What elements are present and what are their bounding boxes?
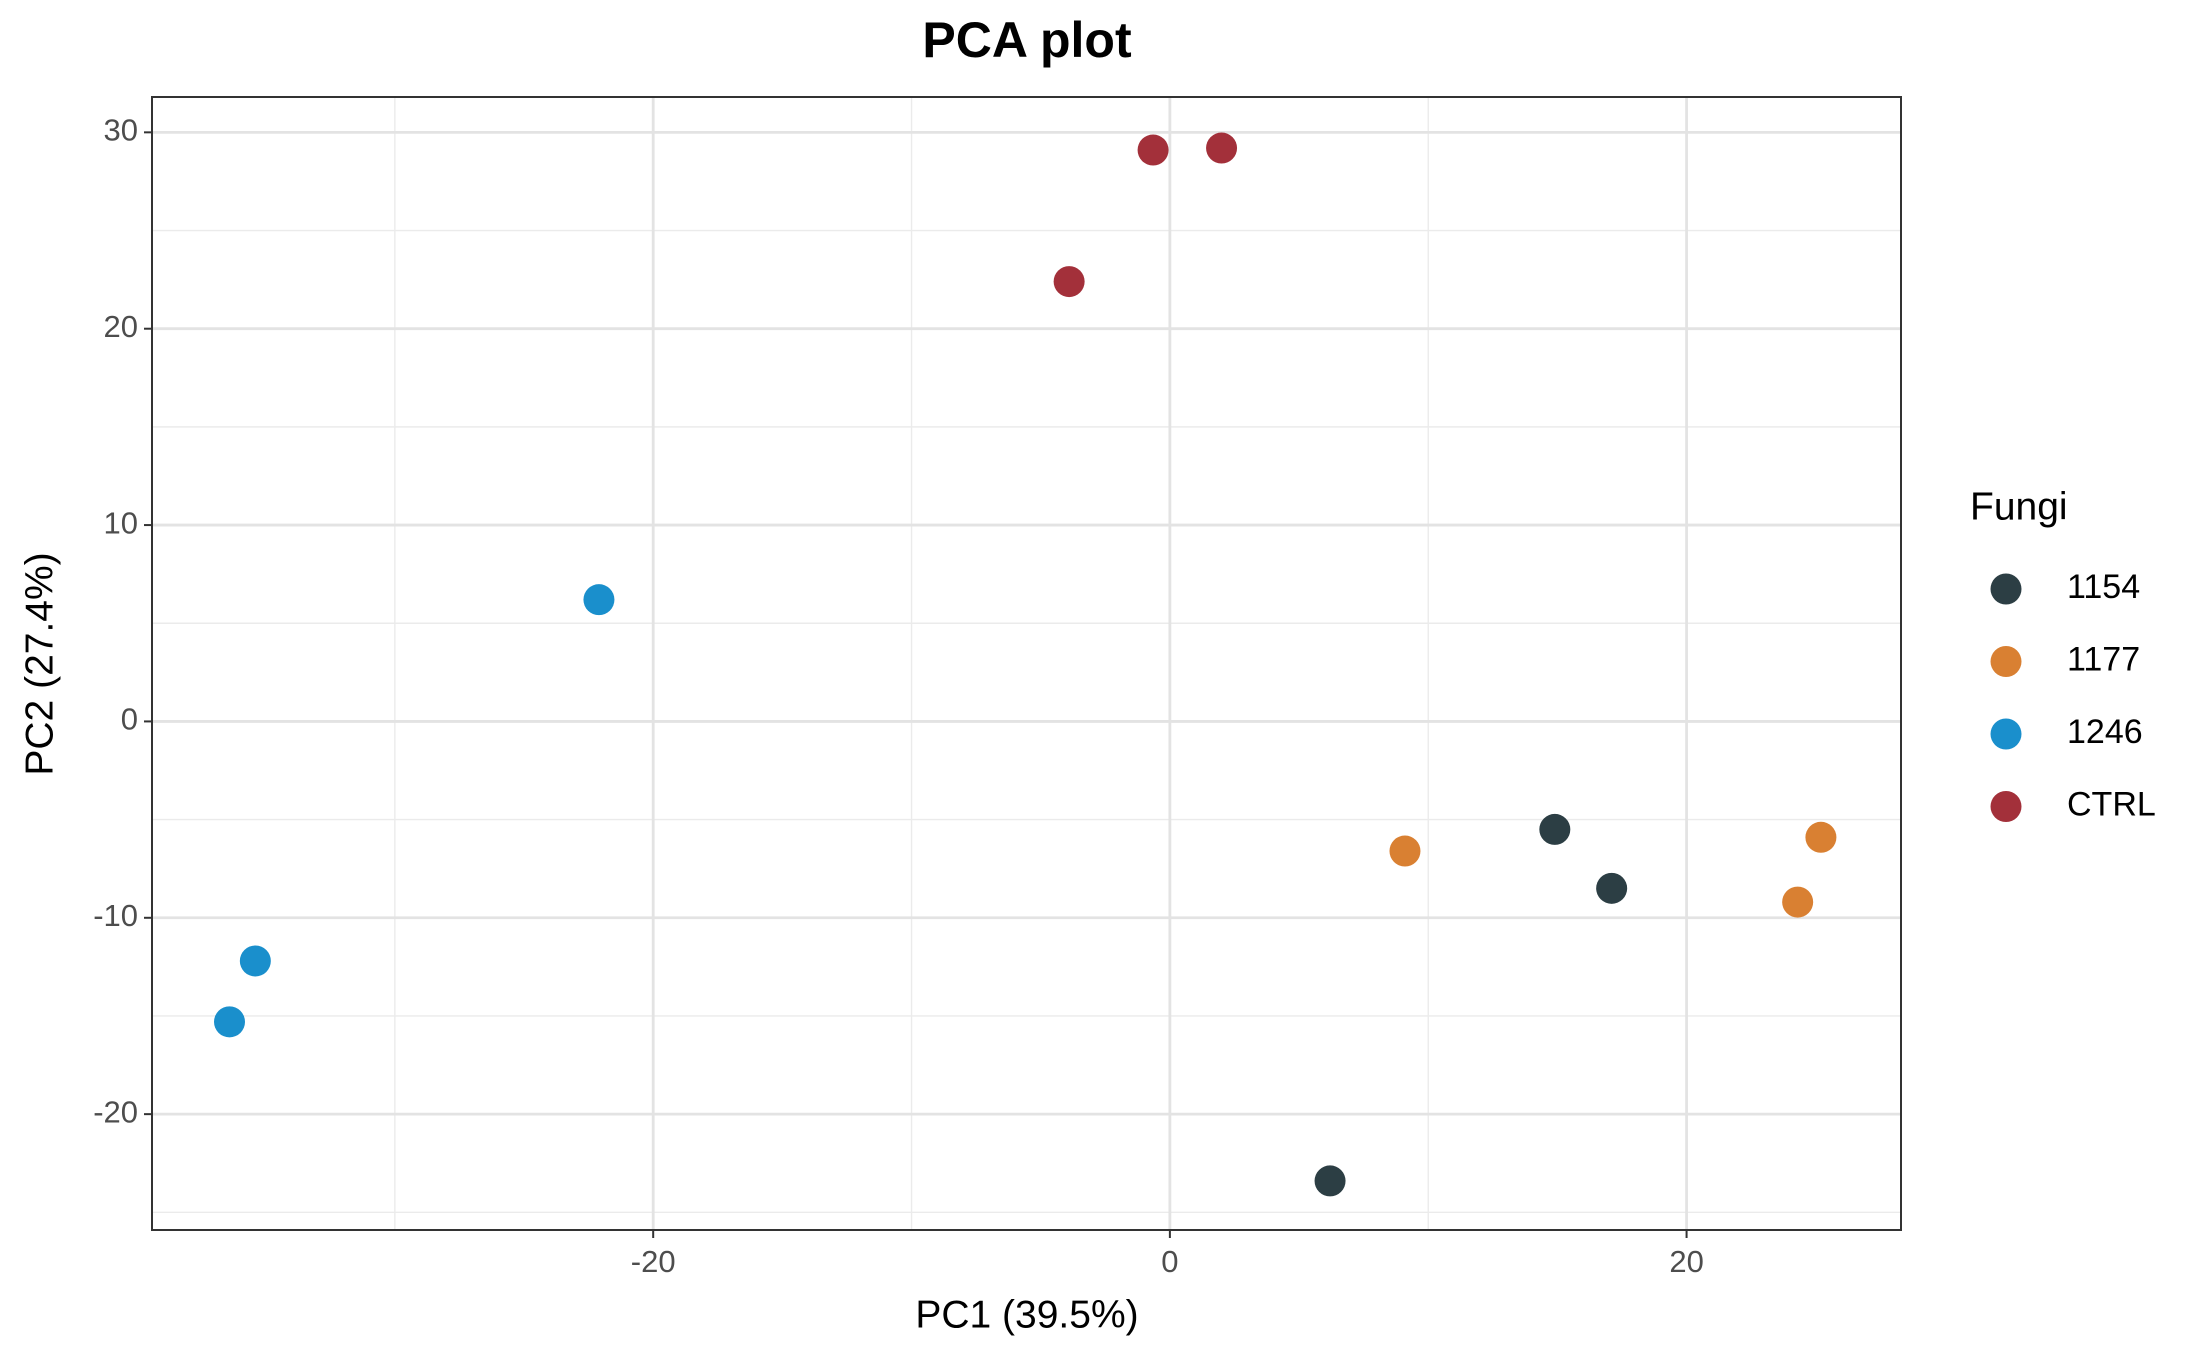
point [1389,835,1421,867]
y-tick-label: 20 [104,309,138,344]
x-tick-label: 20 [1669,1244,1703,1279]
y-tick-label: 0 [121,702,138,737]
x-tick-label: 0 [1161,1244,1178,1279]
legend-swatch [1990,791,2022,822]
point [1782,886,1814,918]
grid [152,97,1901,1230]
point [1596,872,1628,904]
legend-swatch [1990,573,2022,605]
y-tick-label: -20 [93,1094,138,1129]
point [1539,813,1571,845]
legend-swatch [1990,646,2022,677]
point [239,945,271,977]
point [1314,1165,1346,1197]
legend-swatch [1990,718,2022,750]
chart-title: PCA plot [922,12,1132,68]
legend-label: 1246 [2067,713,2143,751]
point [583,584,615,616]
point [1805,821,1837,853]
x-tick-label: -20 [631,1244,676,1279]
y-axis-label: PC2 (27.4%) [18,552,61,775]
legend-label: 1154 [2067,568,2140,606]
legend-label: CTRL [2067,785,2156,823]
legend-label: 1177 [2067,640,2140,678]
point [1206,132,1238,164]
panel-border [151,96,1902,1231]
plot-area [214,132,1837,1197]
y-tick-label: 10 [104,505,138,540]
x-axis-label: PC1 (39.5%) [915,1293,1138,1336]
point [1053,266,1085,298]
legend-title: Fungi [1970,485,2068,528]
point [1137,134,1169,166]
point [214,1006,246,1038]
y-tick-label: -10 [93,898,138,933]
y-tick-label: 30 [104,113,138,148]
